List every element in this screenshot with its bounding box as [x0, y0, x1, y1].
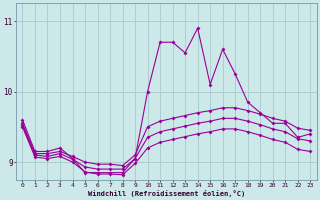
X-axis label: Windchill (Refroidissement éolien,°C): Windchill (Refroidissement éolien,°C) [88, 190, 245, 197]
